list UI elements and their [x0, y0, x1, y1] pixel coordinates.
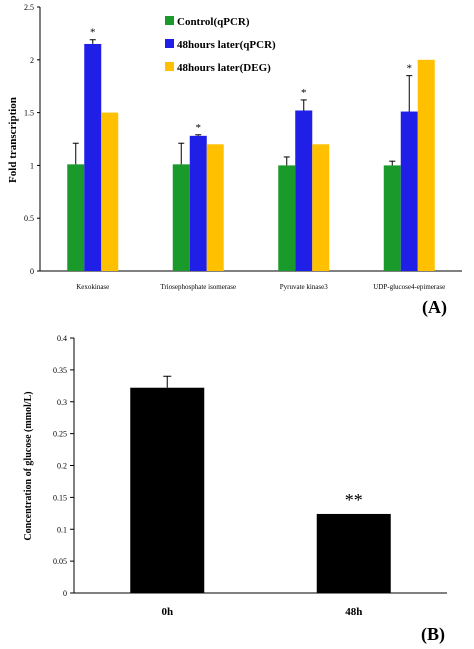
chart-a-y-tick-label: 0.5 — [24, 214, 34, 223]
chart-a-legend: Control(qPCR) 48hours later(qPCR) 48hours … — [165, 16, 276, 74]
chart-b-category-labels: 0h 48h — [161, 606, 362, 618]
chart-a-y-ticks: 0 0.5 1 1.5 2 2.5 — [24, 3, 40, 276]
chart-a-category-label: Kexokinase — [76, 283, 109, 291]
chart-b-error-bars — [163, 375, 172, 388]
chart-a-bar — [67, 164, 85, 271]
chart-a-legend-swatch — [165, 39, 174, 48]
chart-a-y-tick-label: 1 — [30, 161, 34, 170]
chart-a-y-axis-label: Fold transcription — [7, 97, 19, 183]
chart-a-bar — [400, 111, 418, 271]
chart-b-category-label: 0h — [161, 606, 173, 618]
chart-a-category-labels: Kexokinase Triosephosphate isomerase Pyruv… — [76, 283, 445, 291]
chart-b-y-tick-label: 0.3 — [57, 398, 67, 407]
chart-a-bar — [383, 165, 401, 271]
chart-b-significance-marks: ** — [345, 490, 363, 510]
chart-a-legend-label: 48hours later(qPCR) — [177, 39, 276, 51]
chart-b-bars — [130, 387, 391, 593]
chart-a: Fold transcription 0 0.5 1 1.5 2 2.5 * * * * Kex… — [7, 3, 462, 318]
chart-a-bar — [278, 165, 296, 271]
chart-a-bars — [67, 43, 435, 272]
chart-b-y-tick-label: 0.25 — [53, 430, 67, 439]
chart-a-y-tick-label: 1.5 — [24, 109, 34, 118]
chart-b-y-tick-label: 0.05 — [53, 557, 67, 566]
chart-b-y-axis-label: Concentration of glucose (mmol/L) — [23, 391, 34, 540]
chart-b-y-tick-label: 0.1 — [57, 525, 67, 534]
chart-a-bar — [84, 43, 102, 272]
chart-a-y-tick-label: 2 — [30, 56, 34, 65]
chart-b-significance-mark: ** — [345, 490, 363, 510]
chart-a-bar — [172, 164, 190, 271]
chart-a-legend-swatch — [165, 62, 174, 71]
chart-a-bar — [295, 110, 313, 271]
chart-b-y-tick-label: 0.35 — [53, 366, 67, 375]
chart-a-significance-mark: * — [407, 63, 413, 75]
chart-a-y-tick-label: 0 — [30, 267, 34, 276]
chart-a-legend-swatch — [165, 16, 174, 25]
chart-a-bar — [417, 59, 435, 271]
chart-a-category-label: UDP-glucose4-epimerase — [373, 283, 445, 291]
chart-b-bar — [130, 387, 205, 593]
chart-a-legend-label: Control(qPCR) — [177, 16, 250, 28]
chart-a-error-bars — [72, 39, 413, 166]
chart-a-significance-mark: * — [301, 87, 307, 99]
chart-a-significance-mark: * — [90, 27, 96, 39]
chart-b: Concentration of glucose (mmol/L) 00.050… — [23, 334, 447, 645]
chart-b-y-tick-label: 0.2 — [57, 462, 67, 471]
panel-b-label: (B) — [421, 624, 445, 645]
chart-b-y-ticks: 0 0.05 0.1 0.15 0.2 0.25 0.3 0.35 0.4 — [53, 334, 74, 598]
chart-b-y-tick-label: 0.15 — [53, 493, 67, 502]
chart-a-category-label: Pyruvate kinase3 — [280, 283, 329, 291]
chart-a-bar — [189, 135, 207, 271]
chart-a-bar — [312, 144, 330, 271]
chart-a-bar — [101, 112, 119, 271]
chart-a-y-tick-label: 2.5 — [24, 3, 34, 12]
chart-a-significance-marks: * * * * — [90, 27, 412, 134]
chart-a-bar — [206, 144, 224, 271]
chart-b-category-label: 48h — [345, 606, 362, 618]
chart-b-y-tick-label: 0 — [63, 589, 67, 598]
chart-b-bar — [316, 513, 391, 593]
chart-b-y-tick-label: 0.4 — [57, 334, 67, 343]
chart-a-significance-mark: * — [196, 122, 202, 134]
chart-a-legend-label: 48hours later(DEG) — [177, 62, 271, 74]
chart-a-category-label: Triosephosphate isomerase — [160, 283, 236, 291]
panel-a-label: (A) — [422, 297, 447, 318]
